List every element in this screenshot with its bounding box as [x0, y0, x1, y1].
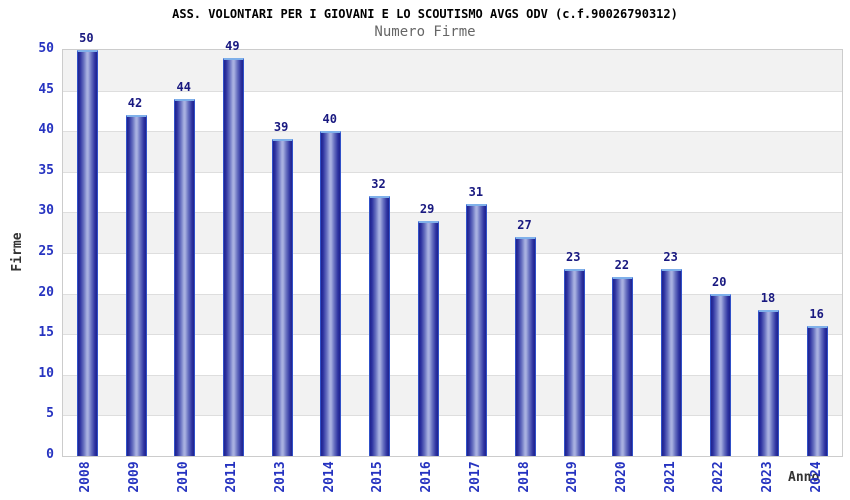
x-tick-label: 2017 [467, 461, 483, 493]
bar [612, 277, 634, 456]
x-tick-label: 2009 [127, 461, 143, 493]
x-tick-label: 2021 [662, 461, 678, 493]
bar [125, 114, 147, 456]
bar-value-label: 44 [176, 79, 191, 94]
y-tick-label: 45 [38, 81, 54, 97]
x-tick-label: 2010 [175, 461, 191, 493]
bar-value-label: 32 [371, 177, 386, 192]
gridline [63, 334, 842, 336]
bar [174, 98, 196, 456]
y-tick-label: 40 [38, 122, 54, 138]
x-tick-label: 2019 [565, 461, 581, 493]
gridline [63, 253, 842, 254]
chart-subtitle: Numero Firme [374, 24, 476, 40]
x-axis-label: Anno [788, 470, 820, 485]
bar [515, 236, 537, 456]
bar [222, 58, 244, 456]
bar [661, 269, 683, 456]
bar-value-label: 20 [712, 274, 727, 289]
bar [368, 196, 390, 456]
y-tick-label: 5 [46, 406, 54, 422]
bar [320, 131, 342, 456]
bar [271, 139, 293, 456]
x-tick-label: 2023 [759, 461, 775, 493]
gridline [63, 415, 842, 417]
y-tick-label: 20 [38, 284, 54, 300]
bar [76, 50, 98, 456]
x-tick-label: 2022 [711, 461, 727, 493]
gridline [63, 293, 842, 295]
bar-value-label: 16 [809, 307, 824, 322]
bar [466, 204, 488, 456]
bar [758, 309, 780, 456]
bar-value-label: 49 [225, 39, 240, 54]
bar-value-label: 50 [79, 31, 94, 45]
gridline [63, 212, 842, 214]
bar-value-label: 22 [614, 258, 630, 273]
bar-value-label: 18 [760, 290, 776, 305]
x-tick-label: 2018 [516, 461, 532, 493]
bar-value-label: 23 [565, 250, 581, 265]
plot-band [63, 50, 842, 91]
y-tick-label: 10 [38, 365, 54, 381]
x-tick-label: 2011 [224, 461, 240, 493]
bar-value-label: 29 [419, 201, 435, 216]
x-tick-label: 2015 [370, 461, 386, 493]
x-tick-label: 2020 [613, 461, 629, 493]
gridline [63, 90, 842, 92]
y-tick-label: 35 [38, 162, 54, 178]
y-tick-label: 15 [38, 325, 54, 341]
bar-value-label: 23 [663, 250, 678, 265]
chart-title: ASS. VOLONTARI PER I GIOVANI E LO SCOUTI… [172, 7, 678, 21]
gridline [63, 374, 842, 376]
bar-value-label: 42 [127, 95, 143, 110]
y-tick-label: 30 [38, 203, 54, 219]
x-tick-label: 2014 [321, 461, 337, 493]
x-tick-label: 2024 [808, 461, 824, 493]
bar-value-label: 39 [273, 120, 289, 135]
plot-area [62, 49, 843, 457]
bar [709, 293, 731, 456]
x-tick-label: 2013 [273, 461, 289, 493]
y-tick-label: 0 [46, 447, 54, 462]
gridline [63, 131, 842, 133]
x-tick-label: 2016 [419, 461, 435, 493]
y-tick-label: 25 [38, 244, 54, 259]
gridline [63, 171, 842, 173]
bar [807, 326, 829, 456]
bar-value-label: 27 [517, 217, 532, 232]
bar [563, 269, 585, 456]
x-tick-label: 2008 [78, 461, 94, 493]
y-tick-label: 50 [38, 41, 54, 56]
bar [417, 220, 439, 456]
bar-value-label: 31 [468, 185, 484, 200]
bar-value-label: 40 [322, 112, 337, 127]
